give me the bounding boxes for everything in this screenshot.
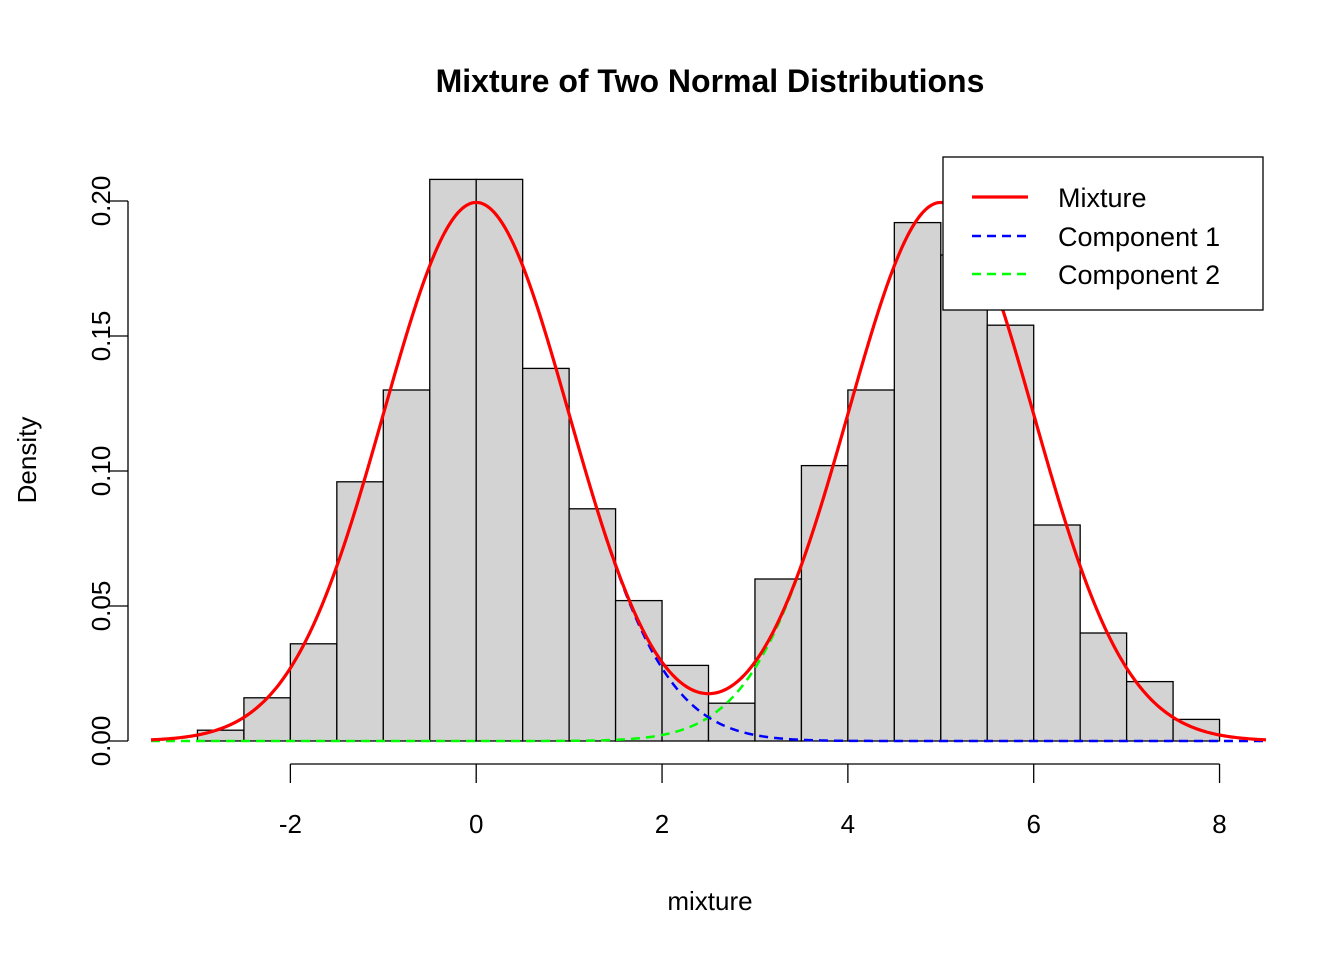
legend-label-mixture: Mixture [1058, 183, 1147, 213]
legend-box [942, 156, 1264, 311]
y-axis-label: Density [12, 417, 42, 504]
histogram-bar [196, 729, 245, 742]
legend-label-component-2: Component 2 [1058, 260, 1220, 290]
histogram-bar [382, 389, 431, 742]
density-curves [150, 200, 1267, 743]
legend: Mixture Component 1 Component 2 [942, 156, 1264, 311]
x-tick-label: 4 [841, 809, 855, 839]
histogram-bar [940, 254, 988, 742]
histogram-bar [1033, 524, 1081, 742]
histogram-bar [847, 389, 895, 742]
histogram-bar [1079, 632, 1128, 742]
histogram-bar [800, 464, 849, 742]
legend-label-component-1: Component 1 [1058, 222, 1220, 252]
histogram-bar [754, 578, 803, 742]
chart-title: Mixture of Two Normal Distributions [436, 63, 985, 99]
x-tick-label: 6 [1026, 809, 1040, 839]
histogram-bar [707, 702, 756, 742]
histogram-bar [336, 481, 384, 742]
y-tick-label: 0.05 [86, 581, 116, 632]
x-tick-label: 8 [1212, 809, 1226, 839]
y-tick-label: 0.20 [86, 176, 116, 227]
y-tick-label: 0.10 [86, 446, 116, 497]
histogram-bars [196, 178, 1221, 742]
x-tick-label: -2 [279, 809, 302, 839]
histogram-bar [289, 643, 338, 742]
histogram-bar [661, 664, 710, 742]
x-tick-label: 2 [655, 809, 669, 839]
x-tick-label: 0 [469, 809, 483, 839]
histogram-bar [475, 178, 524, 742]
histogram-bar [893, 221, 942, 742]
y-tick-label: 0.00 [86, 716, 116, 767]
x-axis: -2 0 2 4 6 8 [279, 763, 1227, 839]
y-tick-label: 0.15 [86, 311, 116, 362]
histogram-bar [243, 697, 292, 742]
histogram-bar [429, 178, 477, 742]
y-axis: 0.00 0.05 0.10 0.15 0.20 [86, 176, 129, 767]
curve-mixture [150, 200, 1267, 742]
histogram-bar [522, 367, 570, 742]
x-axis-label: mixture [667, 886, 752, 916]
